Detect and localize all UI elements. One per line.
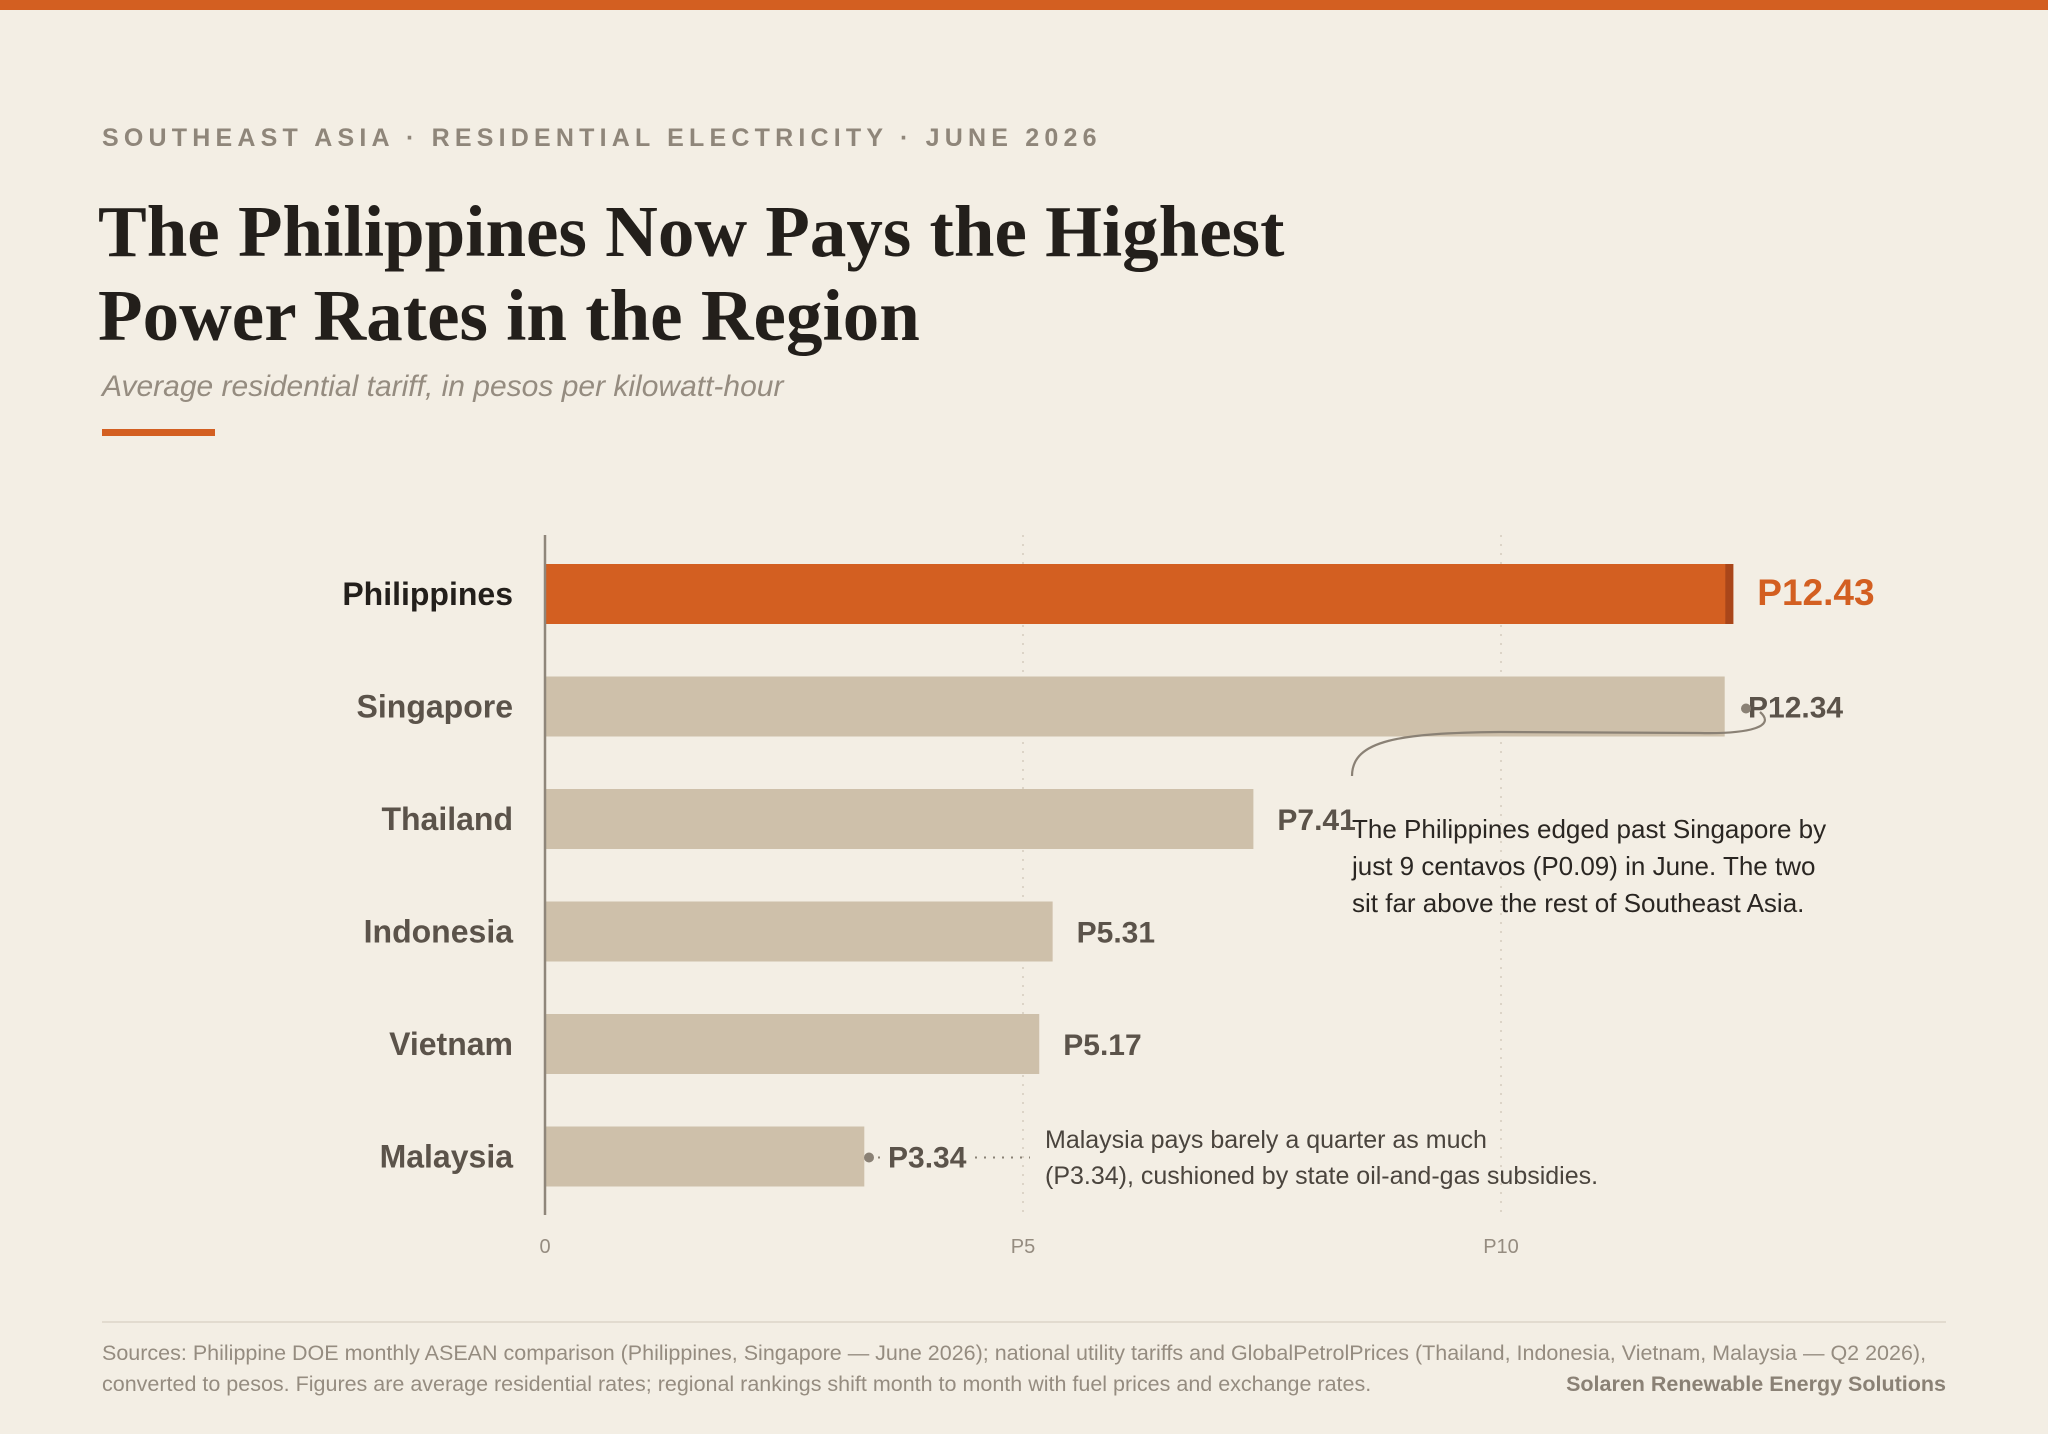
category-label: Malaysia <box>380 1139 514 1175</box>
annotations: The Philippines edged past Singapore by j… <box>864 703 1826 1190</box>
page-title: The Philippines Now Pays the Highest Pow… <box>98 191 1285 356</box>
annotation-text: The Philippines edged past Singapore by <box>1352 814 1826 844</box>
x-tick-label: P5 <box>1011 1236 1035 1258</box>
bar-malaysia <box>545 1126 865 1187</box>
footer-divider <box>102 1321 1946 1323</box>
value-label: P7.41 <box>1277 804 1355 837</box>
annotation-text: just 9 centavos (P0.09) in June. The two <box>1351 851 1815 881</box>
annotation-dot <box>1741 703 1751 714</box>
x-tick-label: 0 <box>539 1236 550 1258</box>
annotation-text: Malaysia pays barely a quarter as much <box>1045 1126 1487 1154</box>
annotation-text: (P3.34), cushioned by state oil-and-gas … <box>1045 1162 1598 1190</box>
annotation-leader <box>1350 711 1766 777</box>
value-label: P5.31 <box>1077 917 1155 950</box>
kicker: SOUTHEAST ASIA · RESIDENTIAL ELECTRICITY… <box>102 124 1102 152</box>
bar-indonesia <box>545 901 1053 962</box>
top-accent-bar <box>0 0 2048 10</box>
bar-end-cap <box>1725 564 1734 624</box>
category-label: Thailand <box>381 801 513 837</box>
category-label: Vietnam <box>389 1026 513 1062</box>
category-label: Singapore <box>357 689 513 725</box>
sources-note: Sources: Philippine DOE monthly ASEAN co… <box>102 1341 1927 1396</box>
category-label: Philippines <box>342 576 513 612</box>
bar-philippines <box>545 564 1734 624</box>
chart-subtitle: Average residential tariff, in pesos per… <box>102 370 784 403</box>
bar-thailand <box>545 789 1254 849</box>
value-label: P3.34 <box>888 1142 967 1175</box>
value-label: P5.17 <box>1063 1029 1141 1062</box>
bar-singapore <box>545 676 1725 737</box>
value-label: P12.43 <box>1757 572 1874 613</box>
accent-rule <box>102 429 215 436</box>
bars <box>545 564 1734 1187</box>
value-label: P12.34 <box>1748 692 1843 725</box>
bar-vietnam <box>545 1014 1040 1074</box>
x-tick-label: P10 <box>1483 1236 1519 1258</box>
annotation-dot <box>864 1152 874 1163</box>
brand-credit: Solaren Renewable Energy Solutions <box>1566 1372 1946 1396</box>
annotation-text: sit far above the rest of Southeast Asia… <box>1352 888 1804 918</box>
category-label: Indonesia <box>364 914 514 950</box>
